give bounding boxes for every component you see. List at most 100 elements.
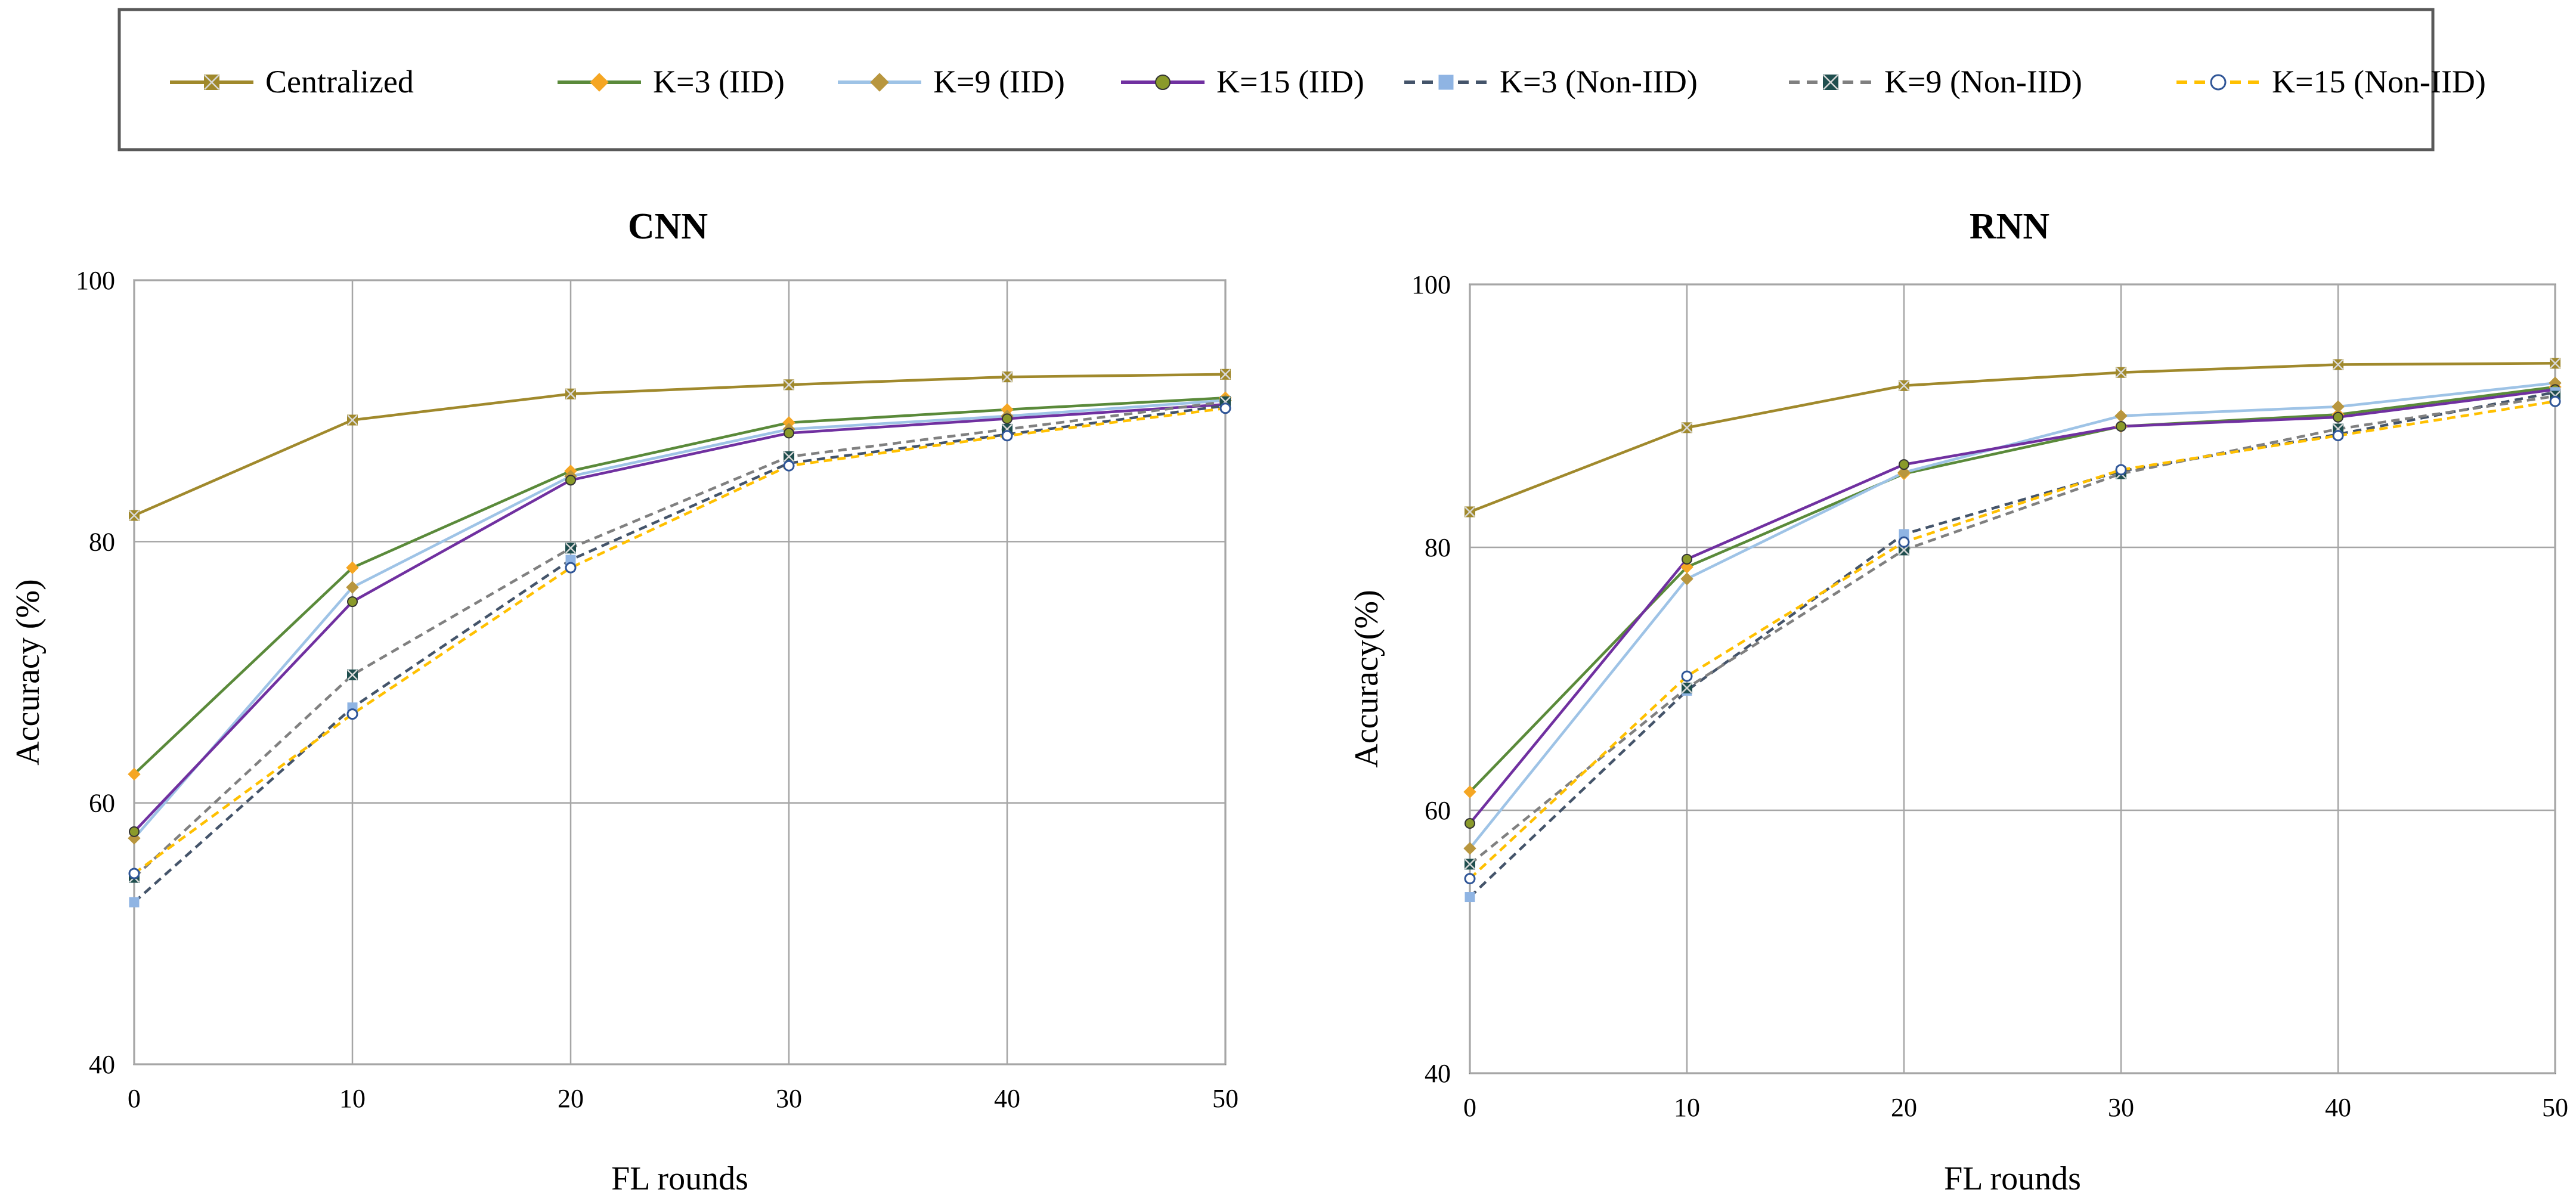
data-point: [128, 868, 140, 879]
data-point: [1465, 506, 1475, 518]
data-point: [1898, 536, 1910, 548]
data-point: [347, 596, 358, 608]
data-point: [1680, 572, 1693, 585]
series-line: [133, 407, 1226, 875]
data-point: [1002, 371, 1013, 383]
x-tick-label: 20: [1891, 1093, 1917, 1122]
legend-label: K=9 (IID): [933, 64, 1065, 100]
data-point: [346, 708, 358, 720]
legend-item-k-15-iid: K=15 (IID): [1121, 64, 1364, 100]
data-point: [1682, 553, 1692, 565]
data-point: [128, 832, 141, 845]
data-point: [784, 427, 794, 439]
data-point: [1465, 859, 1475, 870]
legend-label: K=3 (IID): [653, 64, 785, 100]
series-k-9-non-iid: [1469, 395, 2556, 866]
x-tick-label: 10: [339, 1084, 366, 1113]
data-point: [2116, 367, 2126, 378]
data-point: [1463, 785, 1476, 798]
legend-item-k-3-non-iid: K=3 (Non-IID): [1404, 64, 1698, 100]
data-point: [346, 561, 359, 574]
series-line: [133, 404, 1226, 903]
data-point: [129, 897, 140, 907]
data-point: [2115, 464, 2127, 476]
legend-marker-icon: [1438, 75, 1454, 90]
markers-centralized: [129, 368, 1231, 521]
markers-k-9-iid: [1463, 376, 2562, 855]
series-line: [1469, 388, 2556, 825]
data-point: [1465, 818, 1475, 829]
x-tick-label: 20: [558, 1084, 584, 1113]
data-point: [2332, 430, 2344, 442]
y-tick-label: 100: [76, 266, 115, 295]
y-axis-label: Accuracy (%): [10, 579, 47, 765]
series-line: [1469, 395, 2556, 866]
x-tick-label: 40: [2325, 1093, 2351, 1122]
x-tick-label: 30: [776, 1084, 802, 1113]
series-k-3-iid: [133, 396, 1226, 776]
plot-area: [1469, 283, 2556, 1074]
x-tick-label: 30: [2108, 1093, 2134, 1122]
series-k-3-non-iid: [1469, 391, 2556, 899]
legend-label: K=15 (Non-IID): [2272, 64, 2486, 100]
data-point: [1219, 402, 1231, 414]
series-line: [133, 400, 1226, 879]
data-point: [1681, 670, 1693, 682]
legend-marker-icon: [2210, 74, 2227, 91]
legend-label: Centralized: [265, 64, 414, 100]
rnn-chart: 0 10 20 30 40 50 40 60 80 100 RNN FL rounds Accuracy…: [1348, 206, 2568, 1197]
chart-title: RNN: [1970, 206, 2049, 247]
legend-marker-icon: [590, 73, 609, 92]
x-tick-label: 50: [1212, 1084, 1239, 1113]
series-line: [133, 399, 1226, 839]
x-axis-label: FL rounds: [1944, 1160, 2081, 1197]
series-line: [1469, 362, 2556, 513]
data-point: [346, 581, 359, 594]
data-point: [2333, 359, 2343, 370]
data-point: [1899, 544, 1909, 556]
y-tick-label: 80: [89, 527, 115, 556]
data-point: [565, 543, 576, 554]
y-tick-label: 60: [89, 789, 115, 818]
data-point: [784, 379, 794, 391]
data-point: [128, 767, 141, 781]
series-line: [1469, 391, 2556, 899]
series-line: [133, 396, 1226, 776]
y-tick-label: 60: [1425, 796, 1451, 825]
legend-item-k-9-non-iid: K=9 (Non-IID): [1789, 64, 2082, 100]
legend: Centralized K=3 (IID) K=9 (IID) K=15 (IID) K…: [117, 8, 2486, 151]
data-point: [2549, 395, 2561, 407]
legend-marker-icon: [870, 73, 889, 92]
data-point: [565, 475, 576, 486]
series-k-9-non-iid: [133, 400, 1226, 879]
data-point: [347, 669, 358, 680]
markers-k-15-non-iid: [128, 402, 1231, 879]
series-k-15-non-iid: [133, 407, 1226, 875]
legend-label: K=15 (IID): [1216, 64, 1364, 100]
data-point: [1899, 459, 1909, 470]
data-point: [1463, 842, 1476, 855]
y-axis-label: Accuracy(%): [1348, 590, 1385, 767]
y-tick-label: 80: [1425, 533, 1451, 562]
data-point: [1464, 873, 1476, 885]
data-point: [1682, 682, 1692, 693]
legend-label: K=3 (Non-IID): [1500, 64, 1698, 100]
data-point: [784, 451, 794, 462]
series-k-3-non-iid: [133, 404, 1226, 903]
data-point: [2333, 411, 2343, 423]
x-tick-label: 10: [1674, 1093, 1700, 1122]
data-point: [1001, 430, 1013, 442]
plot-area: [133, 279, 1227, 1065]
x-tick-label: 40: [994, 1084, 1020, 1113]
data-point: [129, 826, 140, 837]
series-k-15-iid: [133, 402, 1226, 833]
y-tick-label: 40: [1425, 1059, 1451, 1088]
legend-frame: [117, 8, 2435, 151]
data-point: [129, 510, 140, 521]
y-tick-label: 40: [89, 1050, 115, 1079]
x-tick-label: 50: [2542, 1093, 2568, 1122]
series-line: [1469, 399, 2556, 880]
y-tick-label: 100: [1411, 270, 1451, 299]
cnn-chart: 0 10 20 30 40 50 40 60 80 100 CNN FL rounds Accuracy…: [10, 206, 1239, 1197]
